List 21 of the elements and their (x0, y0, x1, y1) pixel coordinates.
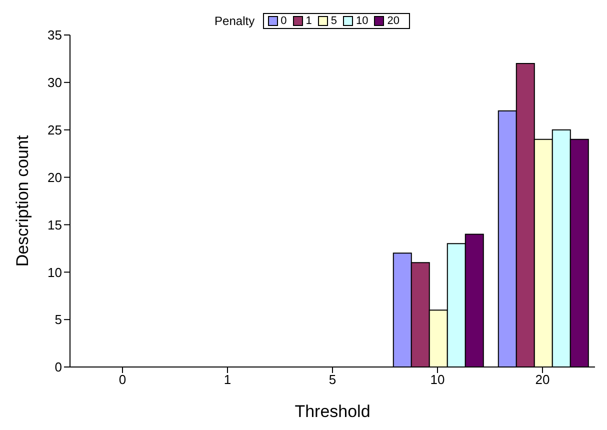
x-tick-label: 0 (118, 372, 126, 388)
y-tick-label: 15 (48, 217, 62, 232)
y-tick-label: 5 (54, 312, 62, 328)
y-tick-label: 10 (48, 264, 62, 280)
legend-label: 1 (306, 15, 312, 27)
y-tick-label: 20 (48, 170, 62, 185)
legend-label: 20 (387, 15, 400, 27)
x-tick-label: 10 (430, 372, 445, 388)
legend-label: 0 (280, 15, 287, 27)
legend-title: Penalty (214, 14, 255, 28)
y-tick-label: 35 (48, 28, 62, 43)
y-tick-label: 25 (48, 122, 62, 138)
legend-label: 5 (330, 15, 337, 27)
y-tick-label: 0 (54, 360, 62, 375)
x-axis-title: Threshold (294, 402, 370, 422)
x-tick-label: 5 (328, 372, 336, 388)
x-tick-label: 1 (224, 372, 232, 388)
legend-label: 10 (356, 15, 368, 27)
y-tick-label: 30 (48, 75, 62, 90)
y-axis-title: Description count (13, 135, 32, 267)
x-tick-label: 20 (535, 372, 550, 388)
